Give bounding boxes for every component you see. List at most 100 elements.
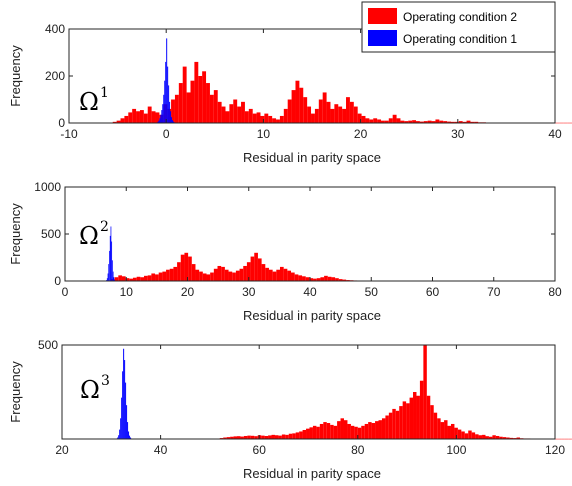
panel-2-bar-condition-2 bbox=[305, 277, 310, 281]
panel-1-bar-condition-2 bbox=[128, 112, 133, 123]
panel-2-bar-condition-2 bbox=[246, 262, 251, 281]
panel-3-xtick-label: 80 bbox=[351, 443, 365, 457]
panel-1-xtick-label: -10 bbox=[60, 127, 78, 141]
panel-3-bar-condition-2 bbox=[499, 436, 503, 439]
panel-1-bar-condition-2 bbox=[264, 113, 269, 123]
panel-1-bar-condition-2 bbox=[256, 112, 261, 123]
panel-1-bar-condition-2 bbox=[287, 99, 292, 123]
panel-1-bar-condition-2 bbox=[326, 101, 331, 123]
panel-1-bar-condition-2 bbox=[314, 108, 319, 123]
legend-swatch-condition-1 bbox=[368, 30, 397, 46]
panel-1-xtick-label: 0 bbox=[163, 127, 170, 141]
panel-1-bar-condition-2 bbox=[334, 104, 339, 123]
panel-3-bar-condition-2 bbox=[488, 436, 493, 439]
panel-1-bar-condition-1 bbox=[164, 80, 166, 123]
panel-2-bar-condition-2 bbox=[213, 268, 218, 281]
panel-3-bar-condition-2 bbox=[261, 435, 265, 439]
panel-2-bar-condition-2 bbox=[144, 275, 148, 281]
panel-1-bar-condition-2 bbox=[346, 97, 350, 123]
panel-3-bar-condition-2 bbox=[274, 435, 279, 439]
panel-2-bar-condition-2 bbox=[147, 275, 152, 281]
panel-1-red-bars bbox=[112, 61, 572, 124]
panel-2-ticks: 0 10 20 30 40 50 60 70 80 0 500 1000 bbox=[34, 180, 562, 299]
panel-1-bar-condition-2 bbox=[155, 112, 160, 123]
panel-2-xtick-label: 0 bbox=[62, 285, 69, 299]
panel-3-bar-condition-2 bbox=[278, 435, 282, 439]
panel-1-bar-condition-2 bbox=[221, 106, 226, 123]
panel-1-bar-condition-2 bbox=[431, 121, 436, 123]
panel-2-bar-condition-2 bbox=[338, 279, 343, 281]
panel-2-bar-condition-1 bbox=[109, 235, 111, 281]
panel-1-bar-condition-2 bbox=[206, 83, 210, 123]
panel-1-xlabel: Residual in parity space bbox=[243, 150, 381, 165]
panel-3-bar-condition-2 bbox=[416, 395, 420, 439]
panel-1-bar-condition-2 bbox=[369, 119, 374, 123]
panel-3-bar-condition-2 bbox=[413, 392, 417, 439]
panel-1-bar-condition-2 bbox=[171, 99, 175, 123]
panel-3-bar-condition-2 bbox=[419, 380, 424, 439]
panel-1-bar-condition-2 bbox=[136, 111, 140, 123]
panel-2-bar-condition-2 bbox=[320, 277, 325, 281]
panel-3-bar-condition-1 bbox=[119, 429, 121, 439]
panel-3-bar-condition-2 bbox=[430, 405, 434, 439]
panel-2-bar-condition-2 bbox=[276, 269, 280, 281]
panel-2-bar-condition-2 bbox=[155, 274, 159, 281]
panel-3-bar-condition-2 bbox=[506, 437, 510, 439]
panel-2-bar-condition-2 bbox=[210, 272, 214, 281]
panel-3-bar-condition-2 bbox=[509, 437, 514, 439]
panel-3-bar-condition-2 bbox=[357, 427, 362, 439]
panel-3-bar-condition-2 bbox=[561, 438, 565, 440]
panel-2-bar-condition-2 bbox=[283, 268, 288, 281]
panel-1-bar-condition-2 bbox=[470, 121, 475, 123]
panel-1-bar-condition-1 bbox=[173, 121, 174, 123]
panel-3-bar-condition-2 bbox=[230, 436, 234, 439]
panel-1-bar-condition-2 bbox=[447, 121, 451, 123]
panel-1-bar-condition-2 bbox=[435, 119, 440, 123]
legend-label-condition-2: Operating condition 2 bbox=[403, 10, 517, 24]
panel-2-bar-condition-2 bbox=[140, 277, 145, 281]
panel-2-bar-condition-2 bbox=[302, 276, 306, 281]
panel-1-bar-condition-2 bbox=[237, 106, 242, 123]
panel-3-red-bars bbox=[219, 345, 572, 440]
panel-1-bar-condition-2 bbox=[186, 92, 191, 123]
panel-3-bar-condition-1 bbox=[127, 422, 129, 439]
panel-3-bar-condition-2 bbox=[485, 436, 489, 439]
panel-3-bar-condition-2 bbox=[364, 423, 369, 439]
panel-3-bar-condition-1 bbox=[125, 382, 127, 439]
panel-3-bar-condition-2 bbox=[423, 345, 427, 439]
panel-1-bar-condition-2 bbox=[291, 90, 296, 123]
panel-3-bar-condition-2 bbox=[471, 432, 476, 439]
panel-1-bar-condition-2 bbox=[365, 118, 370, 123]
panel-3-bar-condition-2 bbox=[347, 423, 351, 439]
panel-1-bar-condition-2 bbox=[244, 111, 249, 123]
panel-3-bar-condition-2 bbox=[482, 434, 486, 439]
panel-2-axes-box bbox=[64, 186, 556, 282]
panel-1-bar-condition-2 bbox=[458, 121, 463, 123]
panel-1-bar-condition-2 bbox=[357, 113, 362, 123]
panel-3-bar-condition-1 bbox=[122, 371, 124, 439]
panel-2-xtick-label: 10 bbox=[120, 285, 134, 299]
panel-2-bar-condition-1 bbox=[112, 271, 114, 281]
panel-1-bar-condition-2 bbox=[233, 99, 238, 123]
panel-3-omega-superscript: 3 bbox=[101, 373, 110, 389]
panel-3-bar-condition-2 bbox=[568, 438, 572, 440]
panel-2-bar-condition-2 bbox=[191, 264, 196, 281]
panel-3-bar-condition-2 bbox=[319, 423, 324, 439]
panel-2-bar-condition-1 bbox=[114, 279, 115, 281]
panel-3-bar-condition-2 bbox=[254, 436, 258, 439]
panel-3-bar-condition-2 bbox=[399, 406, 403, 439]
panel-3-bar-condition-2 bbox=[492, 435, 496, 439]
panel-3-bar-condition-2 bbox=[468, 430, 472, 439]
panel-1-bar-condition-2 bbox=[474, 121, 479, 123]
legend-label-condition-1: Operating condition 1 bbox=[403, 32, 517, 46]
panel-1-bar-condition-2 bbox=[423, 121, 428, 123]
panel-1-bar-condition-2 bbox=[213, 90, 218, 123]
panel-2-bar-condition-2 bbox=[316, 278, 321, 281]
panel-1-bar-condition-2 bbox=[112, 121, 117, 123]
panel-2-bar-condition-2 bbox=[254, 252, 258, 281]
panel-2-bar-condition-1 bbox=[106, 278, 108, 281]
panel-1-bar-condition-2 bbox=[400, 120, 405, 123]
panel-1-ytick-label: 400 bbox=[45, 22, 65, 36]
panel-2-xtick-label: 60 bbox=[426, 285, 440, 299]
